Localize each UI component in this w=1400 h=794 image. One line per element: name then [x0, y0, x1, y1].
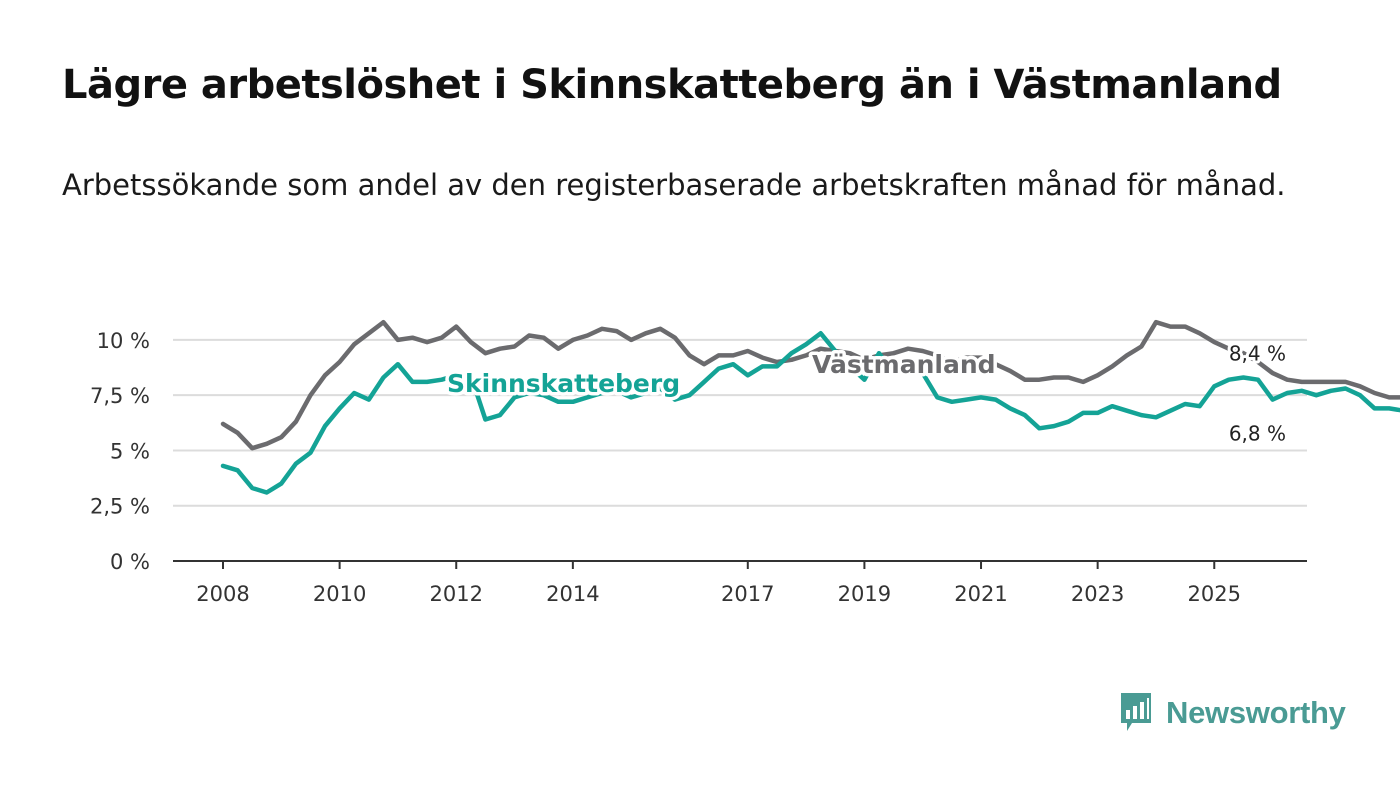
- y-tick-label: 10 %: [97, 329, 150, 353]
- logo-wordmark: Newsworthy: [1166, 695, 1346, 730]
- x-tick-label: 2025: [1188, 582, 1241, 606]
- x-tick-label: 2019: [838, 582, 891, 606]
- y-gridlines: [173, 338, 1307, 507]
- series-line-västmanland: [220, 319, 1400, 451]
- newsworthy-logo: Newsworthy: [1118, 690, 1346, 736]
- x-axis: 2008 2010 2012 2014 2017 2019 2021 2023 2025: [173, 560, 1307, 606]
- series-lines: [220, 319, 1400, 495]
- y-tick-label: 2,5 %: [90, 495, 150, 519]
- end-label-skinnskatteberg: 6,8 %: [1229, 422, 1286, 446]
- x-tick-label: 2010: [313, 582, 366, 606]
- series-labels: Västmanland Skinnskatteberg 8,4 % 6,8 %: [444, 338, 1290, 448]
- y-tick-label: 7,5 %: [90, 384, 150, 408]
- x-tick-label: 2014: [546, 582, 599, 606]
- x-tick-label: 2017: [721, 582, 774, 606]
- y-tick-label: 0 %: [110, 550, 150, 574]
- x-tick-label: 2023: [1071, 582, 1124, 606]
- chart-title: Lägre arbetslöshet i Skinnskatteberg än …: [62, 62, 1282, 108]
- y-tick-label: 5 %: [110, 439, 150, 463]
- newsworthy-logo-icon: [1121, 693, 1151, 731]
- series-line-skinnskatteberg: [220, 331, 1400, 495]
- x-tick-label: 2008: [196, 582, 249, 606]
- x-tick-label: 2012: [430, 582, 483, 606]
- series-label-skinnskatteberg: Skinnskatteberg: [447, 369, 680, 398]
- y-axis-tick-labels: 0 % 2,5 % 5 % 7,5 % 10 %: [90, 329, 150, 574]
- series-label-vastmanland: Västmanland: [812, 350, 996, 379]
- x-tick-label: 2021: [954, 582, 1007, 606]
- chart-subtitle: Arbetssökande som andel av den registerb…: [62, 168, 1286, 202]
- end-label-vastmanland: 8,4 %: [1229, 341, 1286, 365]
